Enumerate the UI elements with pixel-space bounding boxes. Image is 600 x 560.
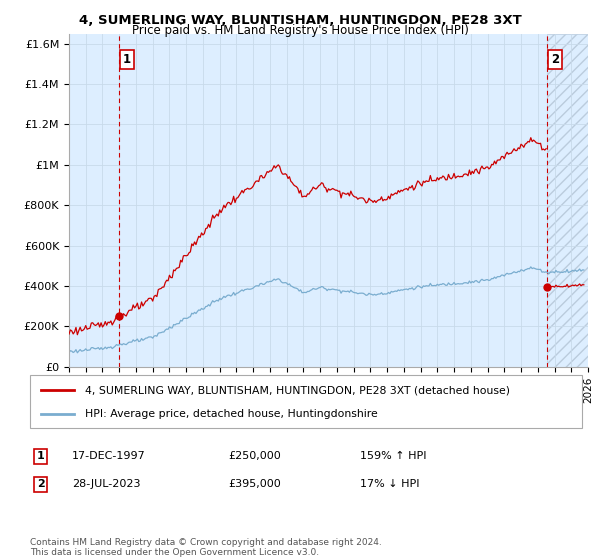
Text: 159% ↑ HPI: 159% ↑ HPI (360, 451, 427, 461)
Text: Price paid vs. HM Land Registry's House Price Index (HPI): Price paid vs. HM Land Registry's House … (131, 24, 469, 36)
FancyBboxPatch shape (30, 375, 582, 428)
Text: 1: 1 (37, 451, 44, 461)
Text: £395,000: £395,000 (228, 479, 281, 489)
Text: Contains HM Land Registry data © Crown copyright and database right 2024.
This d: Contains HM Land Registry data © Crown c… (30, 538, 382, 557)
Text: 17-DEC-1997: 17-DEC-1997 (72, 451, 146, 461)
Text: 2: 2 (551, 53, 559, 66)
Text: 4, SUMERLING WAY, BLUNTISHAM, HUNTINGDON, PE28 3XT: 4, SUMERLING WAY, BLUNTISHAM, HUNTINGDON… (79, 14, 521, 27)
Text: 2: 2 (37, 479, 44, 489)
Text: 17% ↓ HPI: 17% ↓ HPI (360, 479, 419, 489)
Text: HPI: Average price, detached house, Huntingdonshire: HPI: Average price, detached house, Hunt… (85, 408, 378, 418)
Text: £250,000: £250,000 (228, 451, 281, 461)
Text: 28-JUL-2023: 28-JUL-2023 (72, 479, 140, 489)
Text: 4, SUMERLING WAY, BLUNTISHAM, HUNTINGDON, PE28 3XT (detached house): 4, SUMERLING WAY, BLUNTISHAM, HUNTINGDON… (85, 385, 510, 395)
Text: 1: 1 (123, 53, 131, 66)
